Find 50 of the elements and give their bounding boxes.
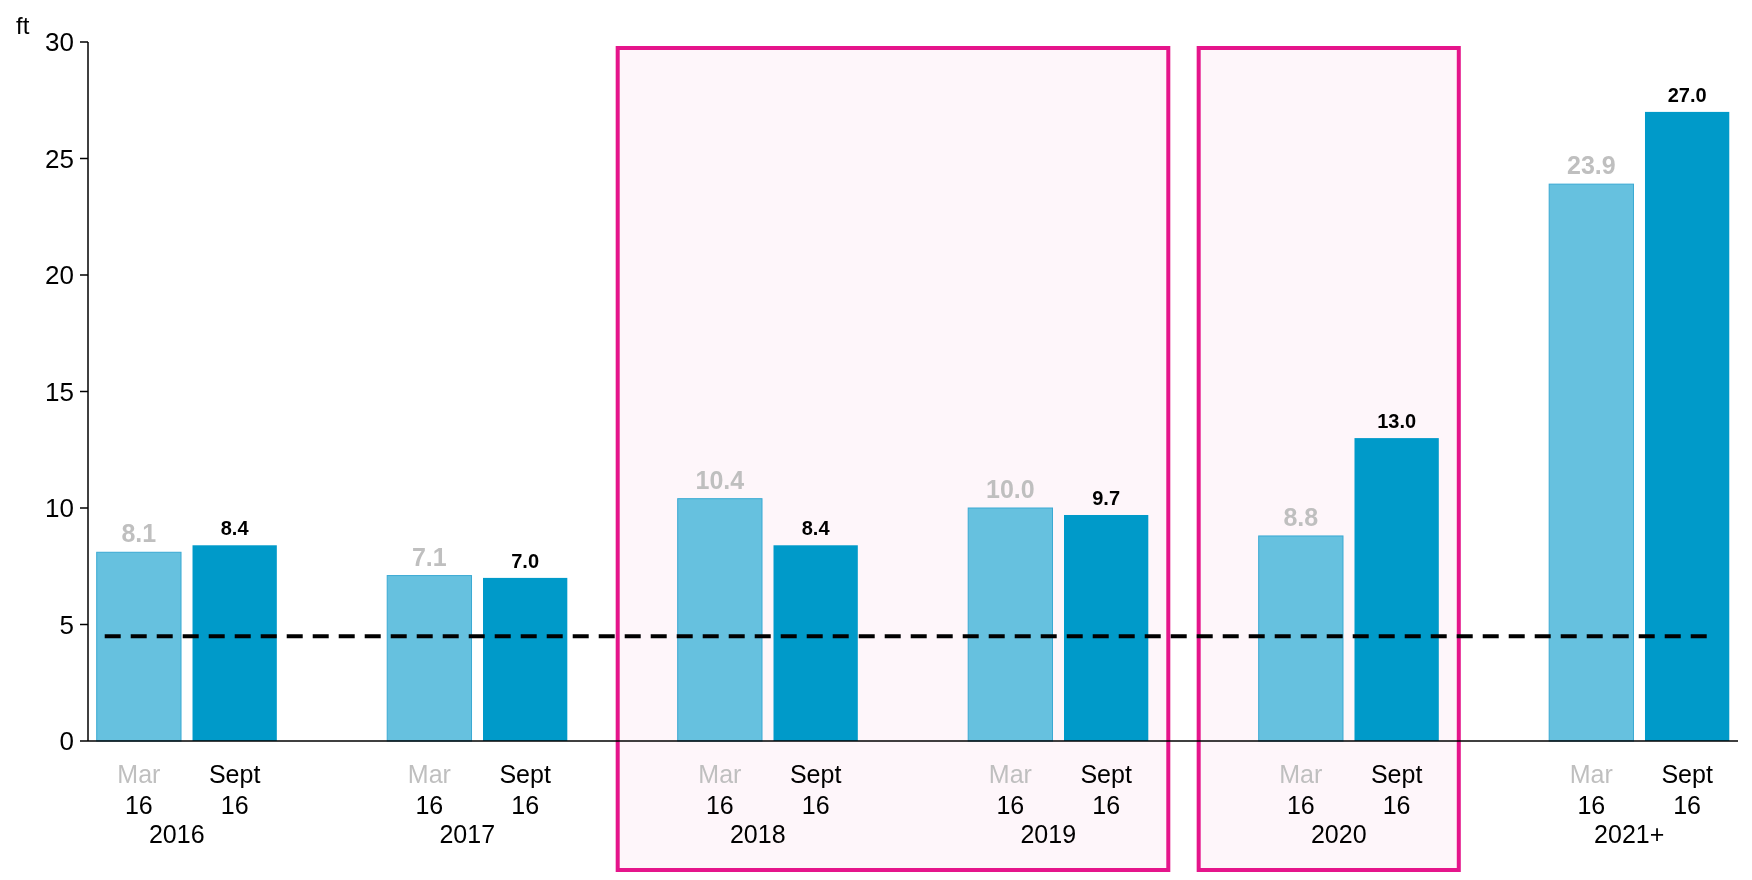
series-label: Sept 16 [208,760,261,819]
data-label: 8.1 [121,519,157,548]
text: Sept 16 [1370,760,1423,819]
data-label: 8.8 [1283,502,1319,531]
data-label: 9.7 [1092,486,1121,509]
bar [677,498,763,742]
y-axis-title: ft [16,12,30,39]
text: Mar 16 [988,760,1032,819]
bar [967,507,1053,742]
bar [192,545,277,741]
text: Mar 16 [1569,760,1613,819]
data-label: 10.4 [695,465,745,494]
text: Sept 16 [789,760,842,819]
text: Sept 16 [1080,760,1132,819]
y-tick-label: 10 [45,493,74,524]
y-tick-label: 0 [59,726,74,757]
bar [96,551,182,742]
y-tick-label: 15 [45,376,74,407]
data-label: 7.1 [411,542,447,571]
bar [773,545,858,741]
y-tick-label: 25 [45,143,74,174]
bar [1644,111,1730,741]
data-label: 23.9 [1567,151,1616,180]
bar [1258,535,1344,742]
text: Mar 16 [698,760,742,819]
bar [1354,438,1439,741]
text: Sept 16 [499,760,551,819]
bar [1548,183,1634,742]
series-label: Mar 16 [117,760,161,819]
bar [1063,514,1149,741]
data-label: 8.4 [801,517,831,540]
x-tick-label: 2020 [1310,820,1367,848]
y-tick-label: 30 [45,27,74,58]
x-tick-label: 2021+ [1594,820,1665,848]
x-tick-label: 2018 [729,820,786,848]
y-tick-label: 5 [59,609,74,640]
data-label: 8.4 [220,517,250,540]
bar [386,575,473,742]
x-tick-label: 2017 [439,820,496,848]
data-label: 10.0 [986,475,1035,503]
text: Sept 16 [1661,760,1713,819]
x-tick-label: 2019 [1020,820,1077,848]
text: Mar 16 [1279,760,1323,819]
bar [483,577,568,741]
data-label: 13.0 [1377,410,1417,433]
data-label: 27.0 [1667,83,1707,106]
y-tick-label: 20 [45,260,74,291]
text: Mar 16 [407,760,451,819]
x-tick-label: 2016 [148,820,205,848]
data-label: 7.0 [511,549,540,572]
